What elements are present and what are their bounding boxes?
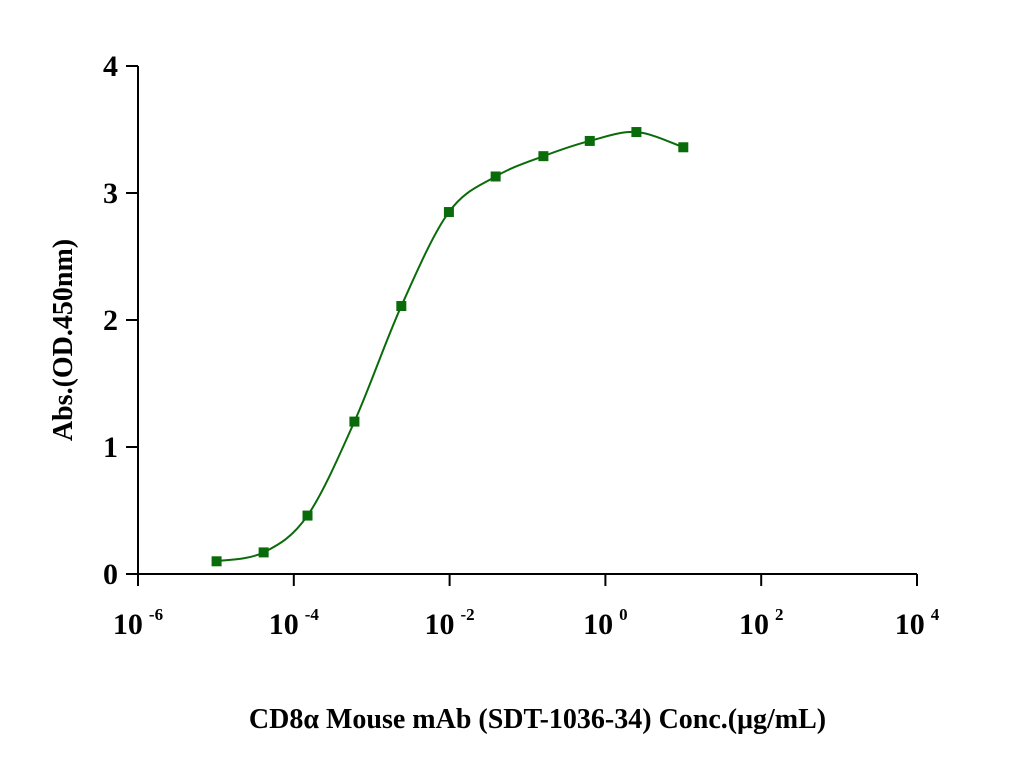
x-tick-exponent: -2 [461, 605, 475, 624]
x-tick-base: 10 [113, 608, 143, 641]
y-tick-label: 2 [103, 304, 118, 337]
y-tick-label: 0 [103, 558, 118, 591]
data-point [584, 135, 595, 146]
x-tick-label: 10 -6 [113, 605, 163, 641]
x-tick-base: 10 [739, 608, 769, 641]
x-tick-base: 10 [425, 608, 455, 641]
data-point [302, 510, 313, 521]
plot-area: 0 1 2 3 4 10 -6 10 -4 10 -2 10 0 10 2 10 4 [103, 50, 940, 641]
x-axis-title: CD8α Mouse mAb (SDT-1036-34) Conc.(μg/mL… [249, 704, 826, 735]
x-tick-base: 10 [583, 608, 613, 641]
data-point [490, 171, 501, 182]
fit-curve [216, 130, 684, 563]
data-points [211, 127, 689, 567]
data-point [258, 547, 269, 558]
x-tick-exponent: 2 [775, 605, 784, 624]
x-tick-label: 10 -2 [425, 605, 475, 641]
x-tick-label: 10 2 [739, 605, 784, 641]
x-tick-exponent: -6 [149, 605, 163, 624]
data-point [631, 127, 642, 138]
y-tick-label: 3 [103, 177, 118, 210]
data-point [538, 151, 549, 162]
y-tick-label: 1 [103, 431, 118, 464]
x-tick-base: 10 [269, 608, 299, 641]
x-tick-label: 10 0 [583, 605, 628, 641]
y-axis-ticks: 0 1 2 3 4 [103, 50, 138, 591]
x-tick-exponent: 0 [619, 605, 628, 624]
x-axis-ticks: 10 -6 10 -4 10 -2 10 0 10 2 10 4 [113, 574, 940, 641]
x-tick-exponent: 4 [931, 605, 940, 624]
data-point [443, 207, 454, 218]
data-point [396, 301, 407, 312]
y-axis-title: Abs.(OD.450nm) [48, 239, 79, 441]
data-point [349, 416, 360, 427]
y-tick-label: 4 [103, 50, 118, 83]
data-point [678, 142, 689, 153]
x-tick-base: 10 [895, 608, 925, 641]
x-tick-exponent: -4 [305, 605, 320, 624]
x-tick-label: 10 -4 [269, 605, 320, 641]
data-point [211, 556, 222, 567]
x-tick-label: 10 4 [895, 605, 940, 641]
